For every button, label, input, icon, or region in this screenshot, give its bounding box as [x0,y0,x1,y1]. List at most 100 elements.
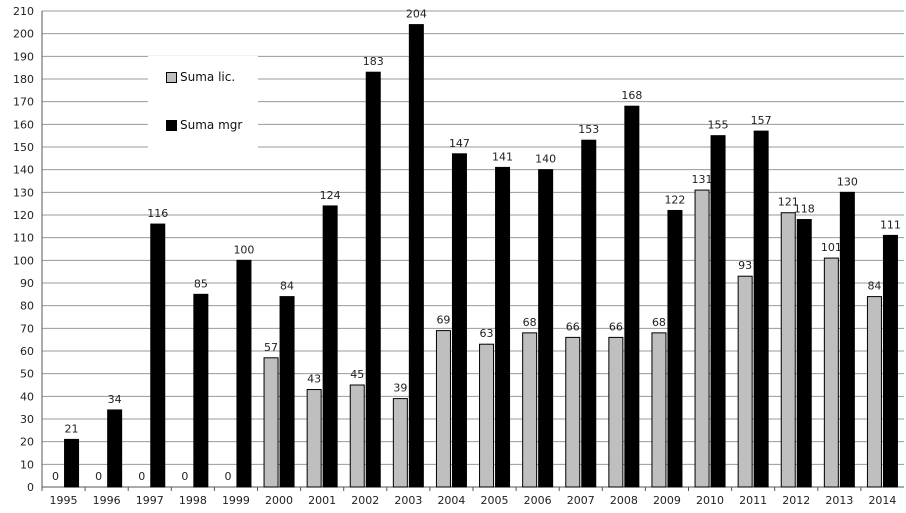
bar [279,296,295,488]
y-tick-label: 40 [20,390,34,403]
y-tick-label: 120 [13,209,34,222]
y-tick-label: 20 [20,436,34,449]
bar [263,357,279,488]
y-tick-label: 50 [20,368,34,381]
data-label: 0 [181,470,188,483]
data-label: 153 [578,123,599,136]
bar [495,166,511,488]
x-tick-label: 2011 [739,494,767,507]
x-tick-label: 2001 [308,494,336,507]
data-label: 66 [566,320,580,333]
data-label: 0 [52,470,59,483]
data-label: 101 [821,241,842,254]
data-label: 122 [664,193,685,206]
data-label: 157 [751,114,772,127]
data-label: 39 [393,382,407,395]
y-tick-label: 190 [13,50,34,63]
data-label: 0 [138,470,145,483]
data-label: 84 [867,280,881,293]
bar [479,343,495,488]
legend: Suma lic. Suma mgr [148,56,258,156]
y-tick-label: 180 [13,73,34,86]
bar [780,212,796,488]
legend-item-mgr: Suma mgr [166,118,242,132]
data-label: 121 [778,196,799,209]
x-tick-label: 1998 [179,494,207,507]
bar [306,389,322,488]
data-label: 100 [233,243,254,256]
bar [538,169,554,488]
y-tick-label: 170 [13,96,34,109]
data-label: 43 [307,373,321,386]
y-tick-label: 100 [13,254,34,267]
x-tick-label: 2013 [825,494,853,507]
bar [866,296,882,488]
legend-swatch-mgr [166,119,177,131]
data-label: 0 [224,470,231,483]
data-label: 68 [652,316,666,329]
x-tick-label: 1997 [136,494,164,507]
data-label: 124 [320,189,341,202]
data-label: 116 [147,207,168,220]
bar [408,24,424,488]
y-tick-label: 80 [20,300,34,313]
bar [392,398,408,488]
x-tick-label: 2002 [351,494,379,507]
bar [435,330,451,488]
bar [236,259,252,488]
x-tick-label: 1995 [50,494,78,507]
bar [349,384,365,488]
bar [565,336,581,488]
bar [667,209,683,488]
data-label: 0 [95,470,102,483]
x-tick-label: 2009 [653,494,681,507]
bar [451,153,467,488]
data-label: 69 [436,314,450,327]
x-tick-label: 2005 [481,494,509,507]
y-tick-label: 130 [13,186,34,199]
data-label: 155 [708,119,729,132]
legend-label-mgr: Suma mgr [180,118,243,132]
bar [823,257,839,488]
data-label: 21 [65,422,79,435]
data-label: 34 [108,393,122,406]
data-label: 68 [523,316,537,329]
x-tick-label: 1996 [93,494,121,507]
x-tick-label: 2010 [696,494,724,507]
data-label: 204 [406,8,427,21]
data-label: 118 [794,203,815,216]
y-tick-label: 30 [20,413,34,426]
data-label: 183 [363,55,384,68]
bar [882,234,898,488]
legend-swatch-lic [166,71,177,83]
y-tick-label: 140 [13,164,34,177]
bar [365,71,381,488]
legend-label-lic: Suma lic. [180,70,236,84]
bar [581,139,597,488]
bar [107,409,123,488]
x-tick-label: 2006 [524,494,552,507]
data-label: 66 [609,320,623,333]
bar [710,135,726,488]
x-tick-label: 2012 [782,494,810,507]
data-label: 57 [264,341,278,354]
data-label: 168 [621,89,642,102]
legend-item-lic: Suma lic. [166,70,235,84]
bar [737,275,753,488]
bar [651,332,667,488]
bar [753,130,769,488]
y-tick-label: 110 [13,232,34,245]
y-tick-label: 70 [20,322,34,335]
data-label: 45 [350,368,364,381]
data-label: 140 [535,153,556,166]
data-label: 93 [738,259,752,272]
data-label: 84 [280,280,294,293]
x-tick-label: 2003 [394,494,422,507]
bar [193,293,209,488]
bar [64,438,80,488]
y-tick-label: 200 [13,28,34,41]
y-tick-label: 90 [20,277,34,290]
bar [608,336,624,488]
x-tick-label: 2000 [265,494,293,507]
